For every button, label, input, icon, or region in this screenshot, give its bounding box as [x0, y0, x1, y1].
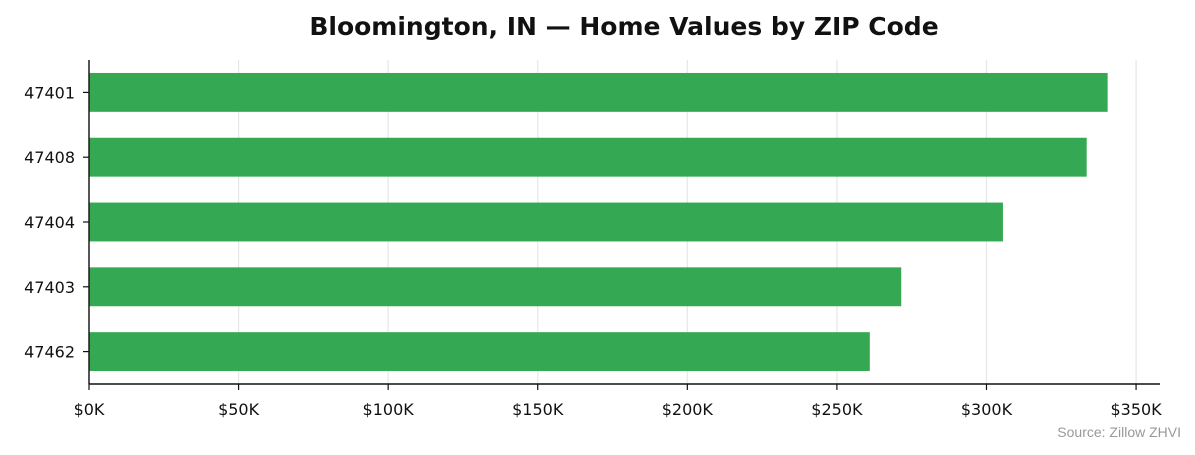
x-ticks: $0K $50K $100K $150K $200K $250K $300K $350K: [74, 384, 1162, 419]
x-tick-label: $100K: [363, 400, 415, 419]
x-tick-label: $300K: [961, 400, 1013, 419]
source-note: Source: Zillow ZHVI: [1057, 424, 1181, 440]
bar-47462: [89, 332, 870, 372]
y-ticks: 47401 47408 47404 47403 47462: [24, 83, 89, 362]
bars: [89, 72, 1108, 372]
x-tick-label: $0K: [74, 400, 105, 419]
x-tick-label: $250K: [811, 400, 863, 419]
y-tick-label: 47462: [24, 343, 75, 362]
bar-47404: [89, 202, 1003, 242]
y-tick-label: 47401: [24, 83, 75, 102]
x-tick-label: $200K: [662, 400, 714, 419]
x-tick-label: $150K: [512, 400, 564, 419]
chart-title: Bloomington, IN — Home Values by ZIP Cod…: [309, 12, 938, 41]
x-tick-label: $350K: [1110, 400, 1162, 419]
y-tick-label: 47404: [24, 213, 75, 232]
y-tick-label: 47408: [24, 148, 75, 167]
bar-47408: [89, 137, 1087, 177]
bar-47401: [89, 72, 1108, 112]
y-tick-label: 47403: [24, 278, 75, 297]
x-tick-label: $50K: [218, 400, 260, 419]
bar-47403: [89, 267, 902, 307]
